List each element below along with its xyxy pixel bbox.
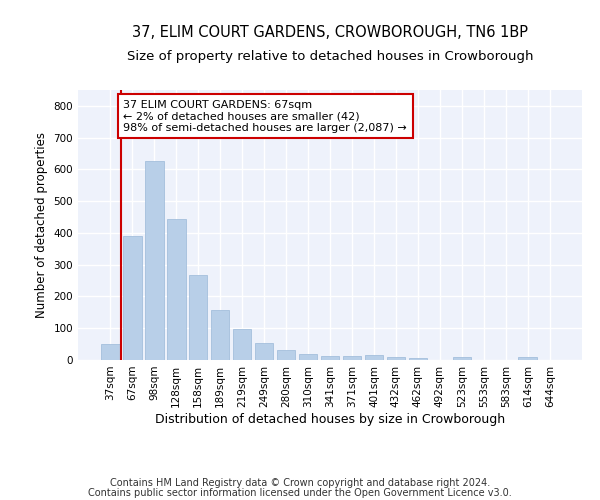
Y-axis label: Number of detached properties: Number of detached properties bbox=[35, 132, 48, 318]
Bar bbox=[101, 344, 119, 360]
Bar bbox=[518, 358, 537, 360]
Bar bbox=[255, 342, 274, 360]
Bar bbox=[123, 236, 142, 360]
Bar bbox=[409, 358, 427, 360]
Bar bbox=[386, 358, 405, 360]
Bar bbox=[145, 162, 164, 360]
Bar bbox=[233, 329, 251, 360]
Bar bbox=[167, 220, 185, 360]
Text: 37 ELIM COURT GARDENS: 67sqm
← 2% of detached houses are smaller (42)
98% of sem: 37 ELIM COURT GARDENS: 67sqm ← 2% of det… bbox=[124, 100, 407, 132]
Bar bbox=[320, 356, 340, 360]
Bar bbox=[277, 350, 295, 360]
Bar bbox=[299, 354, 317, 360]
Bar bbox=[365, 355, 383, 360]
Bar bbox=[343, 356, 361, 360]
Text: Contains HM Land Registry data © Crown copyright and database right 2024.: Contains HM Land Registry data © Crown c… bbox=[110, 478, 490, 488]
Bar bbox=[211, 310, 229, 360]
Text: Contains public sector information licensed under the Open Government Licence v3: Contains public sector information licen… bbox=[88, 488, 512, 498]
Bar bbox=[189, 275, 208, 360]
Bar bbox=[452, 358, 471, 360]
Text: Size of property relative to detached houses in Crowborough: Size of property relative to detached ho… bbox=[127, 50, 533, 63]
Text: 37, ELIM COURT GARDENS, CROWBOROUGH, TN6 1BP: 37, ELIM COURT GARDENS, CROWBOROUGH, TN6… bbox=[132, 25, 528, 40]
X-axis label: Distribution of detached houses by size in Crowborough: Distribution of detached houses by size … bbox=[155, 412, 505, 426]
